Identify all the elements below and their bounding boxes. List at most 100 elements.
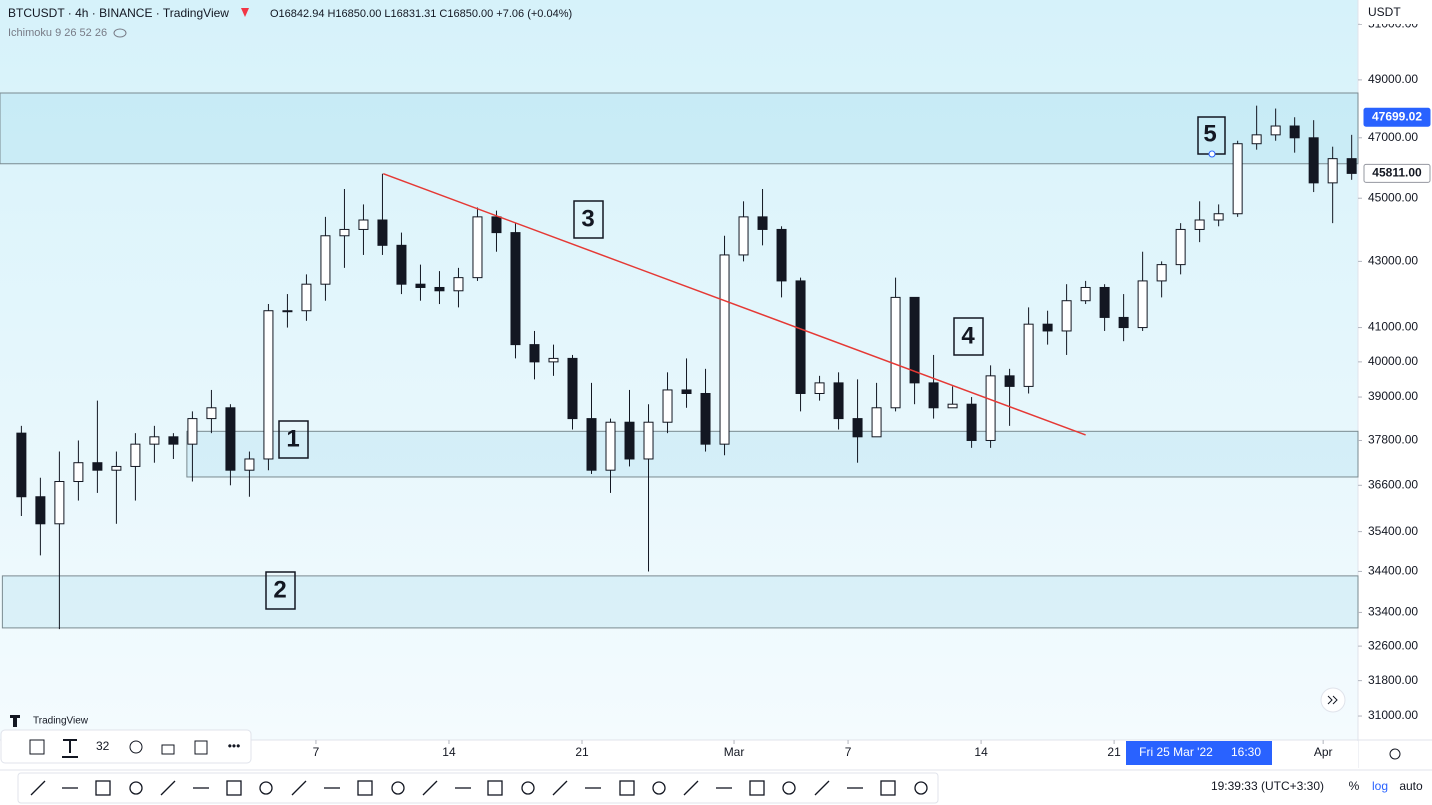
price-badge xyxy=(1363,107,1431,127)
tool-icon[interactable] xyxy=(95,780,111,796)
tool-icon[interactable] xyxy=(814,780,830,796)
lock-icon[interactable] xyxy=(161,744,175,755)
tool-icon[interactable] xyxy=(487,780,503,796)
candle-body xyxy=(149,436,160,445)
y-tick-label: 49000.00 xyxy=(1368,72,1418,86)
candle-body xyxy=(928,382,939,409)
clock: 19:39:33 (UTC+3:30) xyxy=(1211,779,1324,793)
text-tool[interactable] xyxy=(62,739,78,758)
drawing-toolbar xyxy=(17,772,939,804)
candle-body xyxy=(1156,264,1167,282)
floating-toolbar xyxy=(0,729,252,764)
tool-icon[interactable] xyxy=(880,780,896,796)
y-tick-label: 37800.00 xyxy=(1368,433,1418,447)
candle-body xyxy=(548,357,559,363)
tool-icon[interactable] xyxy=(552,780,568,796)
candle-body xyxy=(396,244,407,285)
candle-body xyxy=(16,432,27,498)
scale-button[interactable]: auto xyxy=(1399,779,1423,793)
candle-body xyxy=(871,407,882,438)
tool-icon[interactable] xyxy=(226,780,242,796)
candle-body xyxy=(1232,143,1243,215)
symbol: BTCUSDT · 4h · BINANCE · TradingView xyxy=(8,6,229,20)
eye-icon[interactable] xyxy=(113,28,127,38)
candle-body xyxy=(757,216,768,230)
tool-icon[interactable] xyxy=(30,780,46,796)
candle-body xyxy=(852,418,863,438)
annotation: 1 xyxy=(286,425,299,452)
candle-body xyxy=(1213,213,1224,221)
candle-body xyxy=(605,421,616,471)
tool-icon[interactable] xyxy=(357,780,373,796)
candle-body xyxy=(358,219,369,230)
candle-body xyxy=(1099,286,1110,318)
delete-icon[interactable] xyxy=(194,740,208,755)
tool-icon[interactable] xyxy=(291,780,307,796)
y-tick-label: 47000.00 xyxy=(1368,130,1418,144)
tool-icon[interactable] xyxy=(683,780,699,796)
candle-body xyxy=(890,296,901,409)
y-tick-label: 43000.00 xyxy=(1368,254,1418,268)
scale-button[interactable]: % xyxy=(1349,779,1360,793)
annotation: 3 xyxy=(581,205,594,232)
candle-body xyxy=(1251,134,1262,145)
candle-body xyxy=(187,418,198,445)
anchor[interactable] xyxy=(1208,150,1216,158)
trendline xyxy=(382,173,1086,436)
tool-icon[interactable] xyxy=(422,780,438,796)
candle-body xyxy=(339,228,350,237)
settings-icon[interactable] xyxy=(129,740,143,754)
candle-body xyxy=(1308,137,1319,184)
crosshair-date: Fri 25 Mar '22 xyxy=(1139,745,1213,759)
font-size[interactable]: 32 xyxy=(96,739,110,753)
candle-body xyxy=(73,462,84,483)
tool-icon[interactable] xyxy=(160,780,176,796)
x-tick-label: 14 xyxy=(442,745,456,759)
currency[interactable]: USDT xyxy=(1368,5,1401,19)
y-tick-label: 39000.00 xyxy=(1368,389,1418,403)
tool-icon[interactable] xyxy=(29,739,45,755)
annotation-box xyxy=(953,317,984,356)
annotation-box xyxy=(278,420,309,459)
tool-icon[interactable] xyxy=(749,780,765,796)
price-badge xyxy=(1363,163,1431,183)
x-tick-label: 7 xyxy=(845,745,852,759)
more-icon[interactable]: ••• xyxy=(228,739,241,753)
candle-body xyxy=(1023,323,1034,387)
tool-icon[interactable] xyxy=(652,781,666,795)
candle-body xyxy=(377,219,388,246)
price-badge-label: 45811.00 xyxy=(1372,166,1422,180)
annotation-box xyxy=(265,571,296,610)
candle-body xyxy=(738,216,749,256)
candle-body xyxy=(662,389,673,423)
tool-icon[interactable] xyxy=(391,781,405,795)
scroll-button[interactable] xyxy=(1320,687,1346,713)
settings-icon[interactable] xyxy=(1389,748,1401,760)
candle-body xyxy=(624,421,635,460)
price-badge-label: 47699.02 xyxy=(1372,109,1422,123)
tool-icon[interactable] xyxy=(521,781,535,795)
candle-body xyxy=(529,344,540,363)
tool-icon[interactable] xyxy=(619,780,635,796)
candle-body xyxy=(909,296,920,384)
y-tick-label: 45000.00 xyxy=(1368,190,1418,204)
candle-body xyxy=(814,382,825,394)
y-tick-label: 41000.00 xyxy=(1368,320,1418,334)
tool-icon[interactable] xyxy=(259,781,273,795)
logo: TradingView xyxy=(33,716,89,727)
tool-icon[interactable] xyxy=(914,781,928,795)
candle-body xyxy=(472,216,483,279)
candle-body xyxy=(301,283,312,312)
candle-body xyxy=(54,481,65,525)
plot-background xyxy=(0,0,1358,740)
candle-body xyxy=(244,458,255,471)
candle-body xyxy=(111,465,122,471)
candle-body xyxy=(700,392,711,445)
candle-body xyxy=(434,286,445,292)
scale-button[interactable]: log xyxy=(1372,779,1388,793)
candle-body xyxy=(1289,125,1300,139)
logo-icon xyxy=(10,715,20,727)
tool-icon[interactable] xyxy=(782,781,796,795)
tool-icon[interactable] xyxy=(129,781,143,795)
